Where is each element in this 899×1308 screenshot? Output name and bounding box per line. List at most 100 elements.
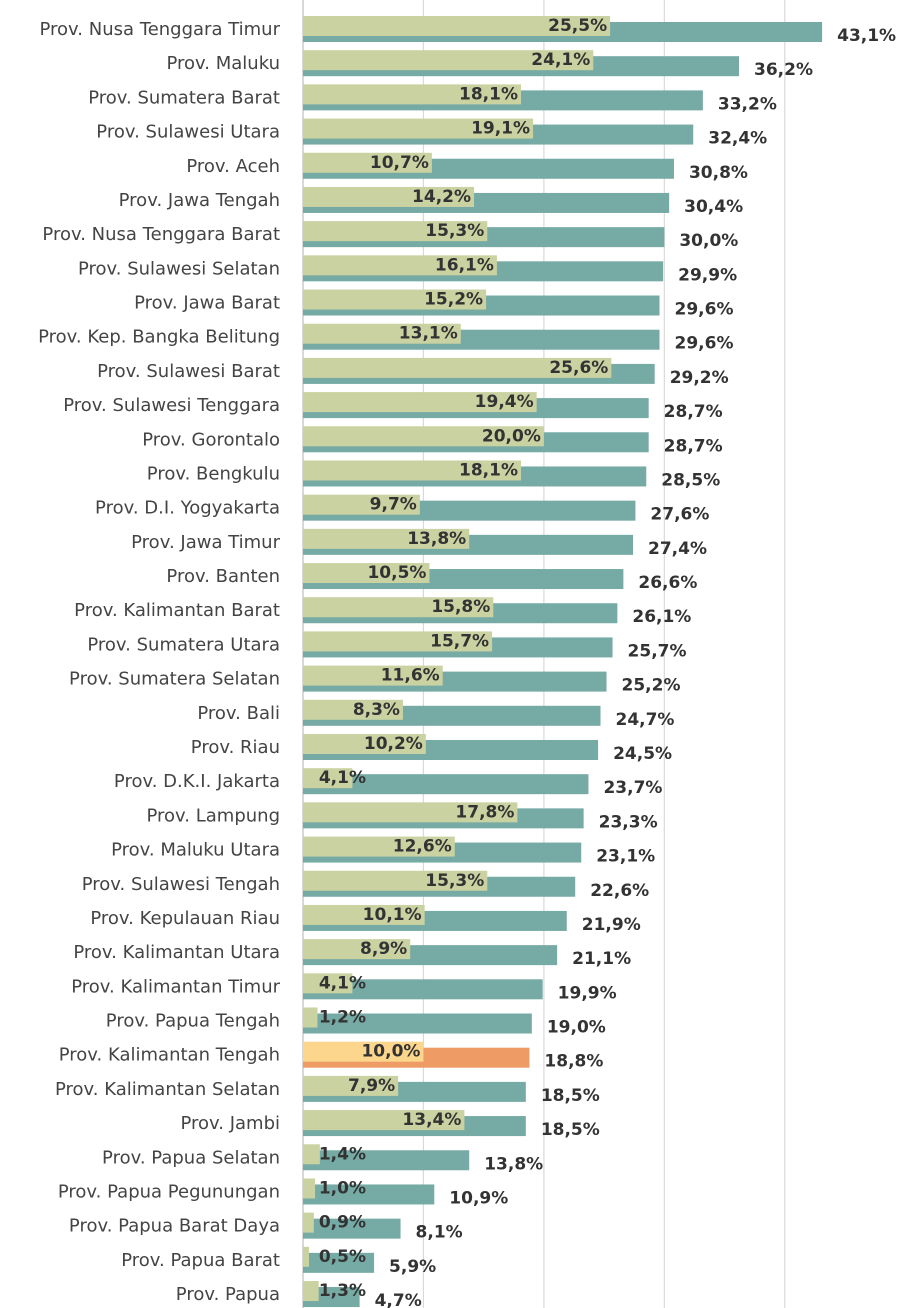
bar <box>303 774 589 795</box>
value-label: 18,8% <box>544 1052 603 1072</box>
category-label: Prov. Lampung <box>146 805 280 826</box>
value-label: 28,5% <box>661 470 720 490</box>
bar <box>303 768 353 789</box>
value-label: 26,6% <box>638 573 697 593</box>
bar <box>303 392 537 413</box>
value-label: 25,5% <box>548 16 607 36</box>
value-label: 10,1% <box>363 905 422 925</box>
bar <box>303 1212 314 1233</box>
value-label: 0,5% <box>319 1247 366 1267</box>
category-label: Prov. Bali <box>197 703 280 724</box>
value-label: 29,6% <box>675 300 734 320</box>
value-label: 17,8% <box>455 802 514 822</box>
bar <box>303 870 488 891</box>
category-label: Prov. Sumatera Barat <box>88 87 280 108</box>
value-label: 1,4% <box>319 1144 366 1164</box>
bar <box>303 563 430 584</box>
value-label: 24,1% <box>531 50 590 70</box>
bar <box>303 939 411 960</box>
value-label: 13,4% <box>402 1110 461 1130</box>
value-label: 19,9% <box>558 983 617 1003</box>
value-label: 15,2% <box>424 290 483 310</box>
category-label: Prov. Papua Pegunungan <box>58 1181 280 1202</box>
value-label: 25,7% <box>628 641 687 661</box>
bar <box>303 597 494 618</box>
value-label: 21,1% <box>572 949 631 969</box>
category-label: Prov. Kalimantan Utara <box>73 942 280 963</box>
bar <box>303 1178 316 1199</box>
value-label: 16,1% <box>435 255 494 275</box>
bar <box>303 699 403 720</box>
value-label: 29,2% <box>670 368 729 388</box>
value-label: 8,3% <box>353 700 400 720</box>
bar <box>303 1144 320 1165</box>
value-label: 18,5% <box>541 1086 600 1106</box>
category-label: Prov. Kepulauan Riau <box>90 908 280 929</box>
category-label: Prov. Papua Tengah <box>106 1011 280 1032</box>
value-label: 43,1% <box>837 26 896 46</box>
category-label: Prov. Papua Barat Daya <box>69 1216 280 1237</box>
category-label: Prov. Kalimantan Barat <box>74 600 280 621</box>
value-label: 11,6% <box>381 666 440 686</box>
category-label: Prov. Jawa Timur <box>131 532 280 553</box>
value-label: 27,4% <box>648 539 707 559</box>
value-label: 10,7% <box>370 153 429 173</box>
bar <box>303 1041 424 1062</box>
value-label: 1,3% <box>319 1281 366 1301</box>
value-label: 33,2% <box>718 94 777 114</box>
value-label: 24,5% <box>613 744 672 764</box>
value-label: 13,8% <box>407 529 466 549</box>
value-label: 18,1% <box>459 460 518 480</box>
value-label: 22,6% <box>590 881 649 901</box>
bar <box>303 1281 319 1302</box>
category-label: Prov. Bengkulu <box>147 463 280 484</box>
value-label: 1,2% <box>319 1008 366 1028</box>
bar <box>303 733 426 754</box>
value-label: 30,8% <box>689 163 748 183</box>
value-label: 23,3% <box>599 812 658 832</box>
value-label: 28,7% <box>664 402 723 422</box>
value-label: 5,9% <box>389 1257 436 1277</box>
category-label: Prov. Sulawesi Selatan <box>78 258 280 279</box>
value-label: 20,0% <box>482 426 541 446</box>
value-label: 1,0% <box>319 1178 366 1198</box>
category-label: Prov. Papua Barat <box>121 1250 280 1271</box>
value-label: 10,5% <box>367 563 426 583</box>
category-label: Prov. Kalimantan Timur <box>71 976 280 997</box>
bar <box>303 460 522 481</box>
value-label: 30,4% <box>684 197 743 217</box>
bar <box>303 255 497 276</box>
bar <box>303 494 420 515</box>
value-label: 30,0% <box>679 231 738 251</box>
bar <box>303 836 455 857</box>
category-label: Prov. Nusa Tenggara Timur <box>40 19 281 40</box>
value-label: 25,2% <box>622 676 681 696</box>
value-label: 18,5% <box>541 1120 600 1140</box>
value-label: 15,3% <box>425 871 484 891</box>
bar <box>303 221 488 242</box>
value-label: 12,6% <box>393 837 452 857</box>
category-label: Prov. Kalimantan Selatan <box>55 1079 280 1100</box>
category-label: Prov. Papua <box>176 1284 280 1305</box>
bar <box>303 631 493 652</box>
category-label: Prov. D.K.I. Jakarta <box>114 771 280 792</box>
category-label: Prov. Jawa Tengah <box>119 190 280 211</box>
value-label: 15,8% <box>431 597 490 617</box>
bar <box>303 528 470 549</box>
bar <box>303 1252 375 1273</box>
bar <box>303 1184 435 1205</box>
bar <box>303 802 518 823</box>
category-label: Prov. Maluku Utara <box>111 840 280 861</box>
value-label: 19,1% <box>471 119 530 139</box>
category-label: Prov. Jambi <box>180 1113 280 1134</box>
value-label: 8,1% <box>416 1223 463 1243</box>
value-label: 8,9% <box>360 939 407 959</box>
value-label: 32,4% <box>708 129 767 149</box>
value-label: 0,9% <box>319 1213 366 1233</box>
bar <box>303 84 522 105</box>
value-label: 23,1% <box>596 847 655 867</box>
category-label: Prov. Sulawesi Utara <box>96 122 280 143</box>
bar <box>303 979 543 1000</box>
category-label: Prov. Sumatera Selatan <box>69 669 280 690</box>
